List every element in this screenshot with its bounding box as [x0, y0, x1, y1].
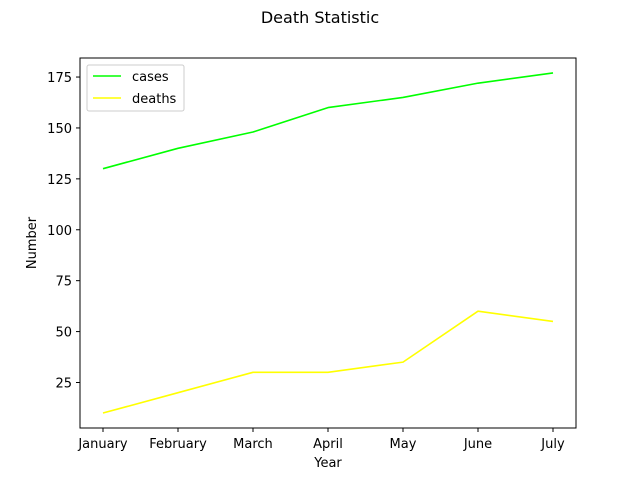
x-tick-label: February [149, 437, 207, 452]
legend-label-deaths: deaths [132, 92, 177, 107]
series-line-deaths [102, 310, 554, 414]
y-tick-label: 100 [47, 224, 72, 239]
chart-title: Death Statistic [261, 8, 379, 27]
x-axis-label: Year [313, 456, 342, 471]
y-tick-label: 50 [55, 326, 72, 341]
x-tick-label: April [313, 437, 343, 452]
x-tick-label: May [390, 437, 417, 452]
series-lines [102, 72, 554, 414]
y-axis-label: Number [25, 216, 40, 269]
legend-label-cases: cases [132, 70, 169, 85]
legend: cases deaths [86, 64, 185, 112]
x-tick-label: January [77, 437, 128, 452]
x-tick-label: July [540, 437, 565, 452]
y-tick-label: 150 [47, 122, 72, 137]
y-tick-label: 125 [47, 173, 72, 188]
x-tick-label: June [463, 437, 492, 452]
y-tick-label: 25 [55, 376, 72, 391]
x-axis: January February March April May June July [77, 428, 565, 452]
y-axis: 25 50 75 100 125 150 175 [47, 71, 80, 391]
y-tick-label: 75 [55, 275, 72, 290]
y-tick-label: 175 [47, 71, 72, 86]
x-tick-label: March [233, 437, 273, 452]
